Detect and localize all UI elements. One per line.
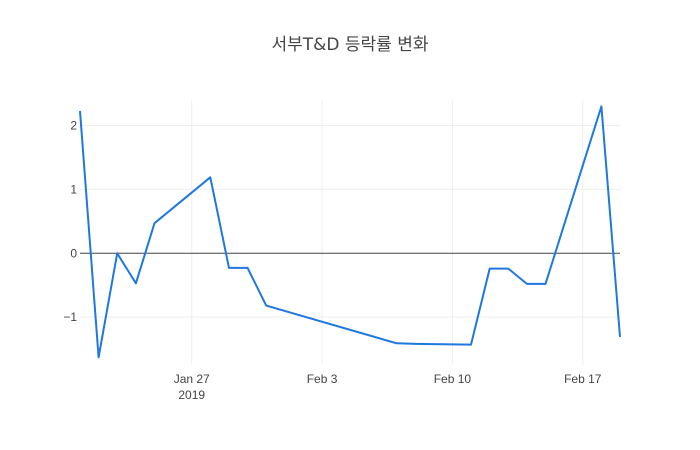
y-tick-label: 1: [70, 182, 77, 196]
y-tick-label: −1: [63, 310, 77, 324]
x-tick-label: Feb 10: [434, 372, 472, 386]
y-tick-label: 0: [70, 246, 77, 260]
series-layer: [79, 105, 621, 359]
chart-title: 서부T&D 등락률 변화: [271, 35, 428, 55]
y-axis-ticks: 2 1 0 −1: [63, 119, 77, 325]
x-axis-ticks: Jan 27 2019 Feb 3 Feb 10 Feb 17: [174, 372, 602, 402]
x-tick-label: Jan 27: [174, 372, 210, 386]
series-line: [79, 105, 621, 359]
x-tick-label: Feb 17: [564, 372, 602, 386]
grid: [80, 100, 620, 365]
y-tick-label: 2: [70, 119, 77, 133]
x-tick-sublabel: 2019: [178, 388, 205, 402]
x-tick-label: Feb 3: [307, 372, 338, 386]
